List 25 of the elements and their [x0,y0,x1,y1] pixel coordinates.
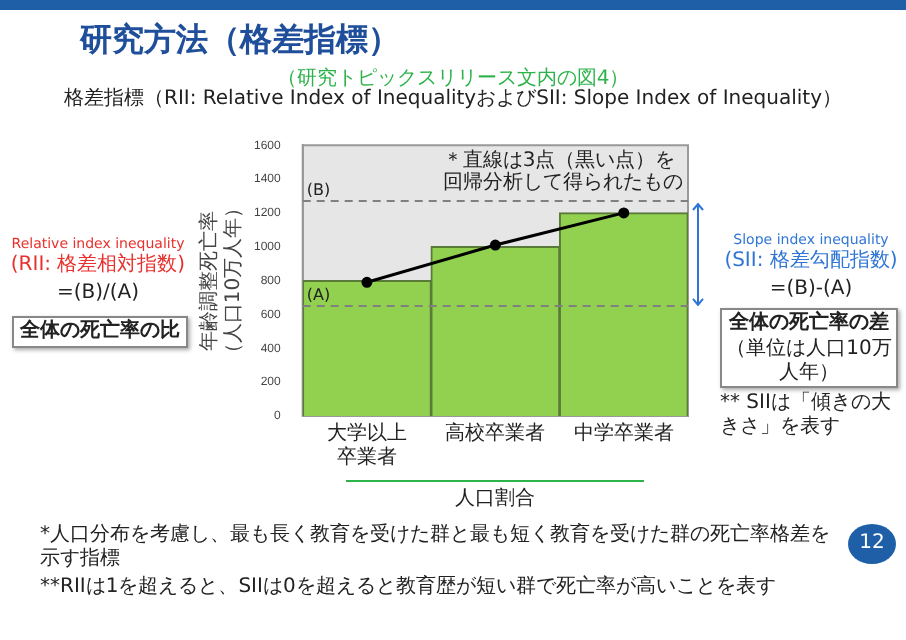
ref-line-label: (B) [306,181,331,200]
point [489,239,501,251]
chart-subtitle: （研究トピックスリリース文内の図4） [276,65,632,90]
text: **RIIは1を超えると、SIIは0を超えると教育歴が短い群で死亡率が高いことを表す [40,576,778,600]
x-tick-label: 高校卒業者 [445,421,546,446]
annotation: ＊直線は3点（黒い点）を回帰分析して得られたもの [442,149,684,194]
text: 全体の死亡率の差 [727,312,891,336]
y-axis-title: 年齢調整死亡率（人口10万人年） [197,197,246,364]
text: （単位は人口10万人年） [724,338,894,386]
x-tick-label: 中学卒業者 [573,421,674,446]
text: *人口分布を考慮し、最も長く教育を受けた群と最も短く教育を受けた群の死亡率格差を示す指標 [40,524,830,572]
text: (SII: 格差勾配指数) [722,250,900,274]
ref-line-label: (A) [306,286,331,305]
x-axis-title: 人口割合 [453,488,538,512]
x-tick-label: 大学以上卒業者 [326,421,407,470]
text: 全体の死亡率の比 [12,316,188,348]
text: 12 [848,524,896,564]
point [361,276,373,288]
chart-title: 研究方法（格差指標） [80,20,400,62]
text: =(B)/(A) [54,282,142,306]
point [618,207,630,219]
text: 格差指標（RII: Relative Index of InequalityおよびSII: Slope Index of Inequality） [62,88,844,112]
text: =(B)-(A) [767,278,855,302]
text: (RII: 格差相対指数) [8,254,188,278]
text: ** SIIは「傾きの大きさ」を表す [720,392,893,440]
